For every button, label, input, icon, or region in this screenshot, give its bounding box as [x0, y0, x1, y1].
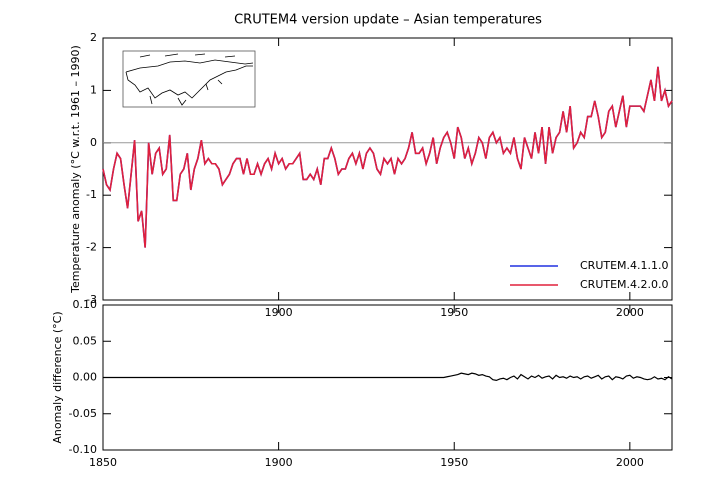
x-tick-label: 1850: [89, 456, 117, 469]
y-tick-label: 0: [90, 136, 97, 149]
y-axis-label: Temperature anomaly (°C w.r.t. 1961 – 19…: [69, 45, 82, 294]
chart-title: CRUTEM4 version update – Asian temperatu…: [234, 13, 542, 28]
y-tick-label: 0.10: [73, 298, 98, 311]
y-tick-label: -3: [86, 293, 97, 306]
y-tick-label: 0.05: [73, 334, 98, 347]
y-tick-label: 2: [90, 31, 97, 44]
legend-label: CRUTEM.4.2.0.0: [580, 278, 669, 291]
series-line: [103, 372, 673, 382]
x-tick-label: 1950: [440, 456, 468, 469]
y-tick-label: -1: [86, 188, 97, 201]
series-line: [102, 66, 673, 248]
y-axis-label: Anomaly difference (°C): [51, 311, 64, 443]
x-tick-label: 2000: [616, 456, 644, 469]
y-tick-label: 0.00: [73, 371, 98, 384]
y-tick-label: -2: [86, 241, 97, 254]
legend-label: CRUTEM.4.1.1.0: [580, 259, 669, 272]
y-tick-label: 1: [90, 83, 97, 96]
inset-map: [122, 50, 256, 108]
y-tick-label: -0.10: [69, 443, 97, 456]
y-tick-label: -0.05: [69, 407, 97, 420]
x-tick-label: 1900: [265, 456, 293, 469]
